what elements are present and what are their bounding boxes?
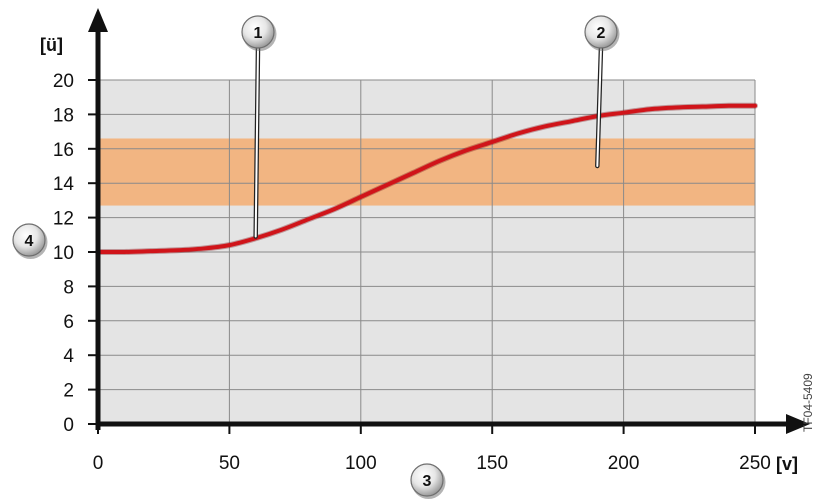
callout-number: 4 xyxy=(25,233,34,250)
x-axis-arrow xyxy=(786,414,810,434)
callout-number: 1 xyxy=(254,25,263,42)
x-tick-label: 50 xyxy=(219,453,240,474)
callout-circle xyxy=(241,15,275,49)
leader-lines xyxy=(253,44,604,239)
x-tick-label: 200 xyxy=(608,453,640,474)
callout-leader-core xyxy=(254,46,259,238)
axes xyxy=(88,8,810,434)
y-axis-arrow xyxy=(88,8,108,32)
callout-circle xyxy=(584,15,618,49)
y-tick-label: 16 xyxy=(53,140,74,161)
y-tick-label: 0 xyxy=(63,415,74,436)
callout-number: 3 xyxy=(423,473,432,490)
y-tick-label: 2 xyxy=(63,381,74,402)
x-axis-unit-label: [v] xyxy=(776,454,798,474)
series-layer xyxy=(95,102,758,256)
callout-number: 2 xyxy=(597,25,606,42)
callouts: 1 234 xyxy=(12,15,620,499)
x-tick-label: 150 xyxy=(476,453,508,474)
tolerance-band xyxy=(98,138,755,206)
y-tick-label: 14 xyxy=(53,174,75,195)
grid xyxy=(98,79,756,424)
y-tick-label: 6 xyxy=(63,312,74,333)
y-tick-label: 18 xyxy=(53,105,74,126)
callout-leader-core xyxy=(596,46,602,167)
x-tick-label: 100 xyxy=(345,453,377,474)
x-tick-label: 250 xyxy=(739,453,771,474)
figure-code: TF04-5409 xyxy=(801,373,814,432)
callout-circle xyxy=(12,223,46,257)
y-tick-label: 10 xyxy=(53,243,74,264)
y-tick-label: 8 xyxy=(63,277,74,298)
y-tick-label: 20 xyxy=(53,71,74,92)
y-tick-label: 4 xyxy=(63,346,74,367)
series-line-1 xyxy=(96,103,757,255)
x-tick-label: 0 xyxy=(93,453,104,474)
y-tick-label: 12 xyxy=(53,209,74,230)
y-axis-unit-label: [ü] xyxy=(40,35,63,55)
callout-circle xyxy=(410,463,444,497)
